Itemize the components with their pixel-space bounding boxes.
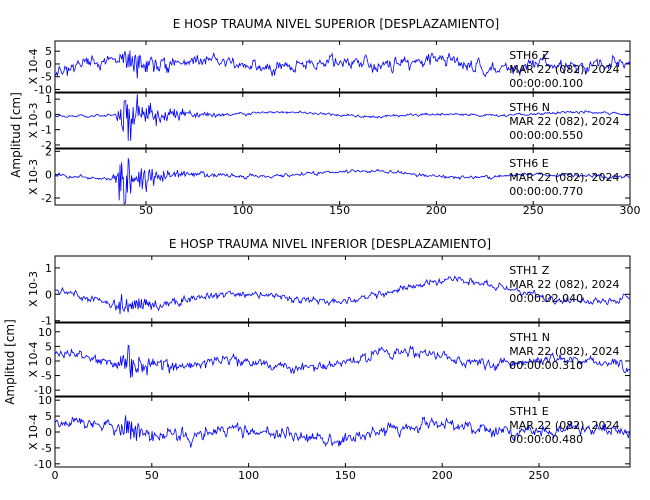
y-tick-label: 1 xyxy=(45,93,52,106)
panel-frame xyxy=(54,40,631,93)
y-tick-label: 10 xyxy=(38,394,52,407)
time-label: 00:00:00.310 xyxy=(509,359,583,372)
panel-frame xyxy=(54,255,631,323)
y-tick-label: 0 xyxy=(45,169,52,182)
chart-title-upper: E HOSP TRAUMA NIVEL SUPERIOR [DESPLAZAMI… xyxy=(173,17,499,31)
y-tick-label: -1 xyxy=(41,124,52,137)
y-tick-label: 5 xyxy=(45,410,52,423)
time-label: 00:00:00.550 xyxy=(509,129,583,142)
time-label: 00:00:00.480 xyxy=(509,433,583,446)
x-tick-label: 100 xyxy=(238,469,259,482)
y-tick-label: -5 xyxy=(41,71,52,84)
y-tick-label: 2 xyxy=(45,145,52,158)
x-tick-label: 0 xyxy=(52,469,59,482)
x-tick-label: 50 xyxy=(139,204,153,217)
y-tick-label: -10 xyxy=(34,458,52,471)
y-tick-label: -10 xyxy=(34,384,52,397)
seismic-trace xyxy=(54,415,631,448)
y-tick-label: -1 xyxy=(41,315,52,328)
time-label: 00:00:00.100 xyxy=(509,77,583,90)
y-tick-label: -2 xyxy=(41,192,52,205)
lower-level-chart: E HOSP TRAUMA NIVEL INFERIOR [DESPLAZAMI… xyxy=(3,237,631,482)
y-tick-label: 0 xyxy=(45,288,52,301)
date-label: MAR 22 (082), 2024 xyxy=(509,419,619,432)
date-label: MAR 22 (082), 2024 xyxy=(509,345,619,358)
x-tick-label: 50 xyxy=(145,469,159,482)
y-axis-label-upper: Amplitud [cm] xyxy=(9,92,23,178)
x-tick-label: 300 xyxy=(620,204,641,217)
station-label: STH6 Z xyxy=(509,49,549,62)
y-multiplier-label: X 10-3 xyxy=(27,159,40,195)
station-label: STH6 N xyxy=(509,101,550,114)
y-tick-label: 5 xyxy=(45,340,52,353)
seismic-trace xyxy=(54,275,631,315)
y-multiplier-label: X 10-3 xyxy=(27,271,40,307)
y-tick-label: 0 xyxy=(45,108,52,121)
y-tick-label: -5 xyxy=(41,370,52,383)
y-multiplier-label: X 10-4 xyxy=(27,342,40,378)
y-tick-label: -5 xyxy=(41,442,52,455)
y-multiplier-label: X 10-4 xyxy=(27,414,40,450)
seismic-trace xyxy=(54,50,631,79)
y-tick-label: -10 xyxy=(34,83,52,96)
seismic-trace xyxy=(54,94,631,142)
y-tick-label: 5 xyxy=(45,45,52,58)
x-tick-label: 250 xyxy=(529,469,550,482)
x-tick-label: 150 xyxy=(329,204,350,217)
time-label: 00:00:00.770 xyxy=(509,185,583,198)
chart-title-lower: E HOSP TRAUMA NIVEL INFERIOR [DESPLAZAMI… xyxy=(169,237,491,251)
x-tick-label: 200 xyxy=(432,469,453,482)
upper-level-chart: E HOSP TRAUMA NIVEL SUPERIOR [DESPLAZAMI… xyxy=(9,17,641,217)
y-tick-label: 10 xyxy=(38,326,52,339)
x-tick-label: 250 xyxy=(523,204,544,217)
seismic-trace xyxy=(54,344,631,378)
x-axis-labels: 0 50 100 150 200 250 xyxy=(52,469,550,482)
station-label: STH1 E xyxy=(509,405,548,418)
date-label: MAR 22 (082), 2024 xyxy=(509,171,619,184)
y-tick-label: 0 xyxy=(45,426,52,439)
x-axis-labels: 50 100 150 200 250 300 xyxy=(139,204,641,217)
station-label: STH1 N xyxy=(509,331,550,344)
x-tick-label: 100 xyxy=(232,204,253,217)
date-label: MAR 22 (082), 2024 xyxy=(509,115,619,128)
date-label: MAR 22 (082), 2024 xyxy=(509,63,619,76)
station-label: STH1 Z xyxy=(509,264,549,277)
y-tick-label: 1 xyxy=(45,262,52,275)
y-tick-label: -2 xyxy=(41,139,52,152)
panel-frame xyxy=(54,148,631,206)
x-tick-label: 150 xyxy=(335,469,356,482)
panel-frame xyxy=(54,322,631,397)
x-tick-label: 200 xyxy=(426,204,447,217)
time-label: 00:00:02.040 xyxy=(509,292,583,305)
date-label: MAR 22 (082), 2024 xyxy=(509,278,619,291)
station-label: STH6 E xyxy=(509,157,548,170)
y-axis-label-lower: Amplitud [cm] xyxy=(3,319,17,405)
y-multiplier-label: X 10-4 xyxy=(27,49,40,85)
y-multiplier-label: X 10-3 xyxy=(27,103,40,139)
seismic-trace xyxy=(54,158,631,205)
y-tick-label: 0 xyxy=(45,355,52,368)
panel-frame xyxy=(54,92,631,149)
y-tick-label: 0 xyxy=(45,58,52,71)
